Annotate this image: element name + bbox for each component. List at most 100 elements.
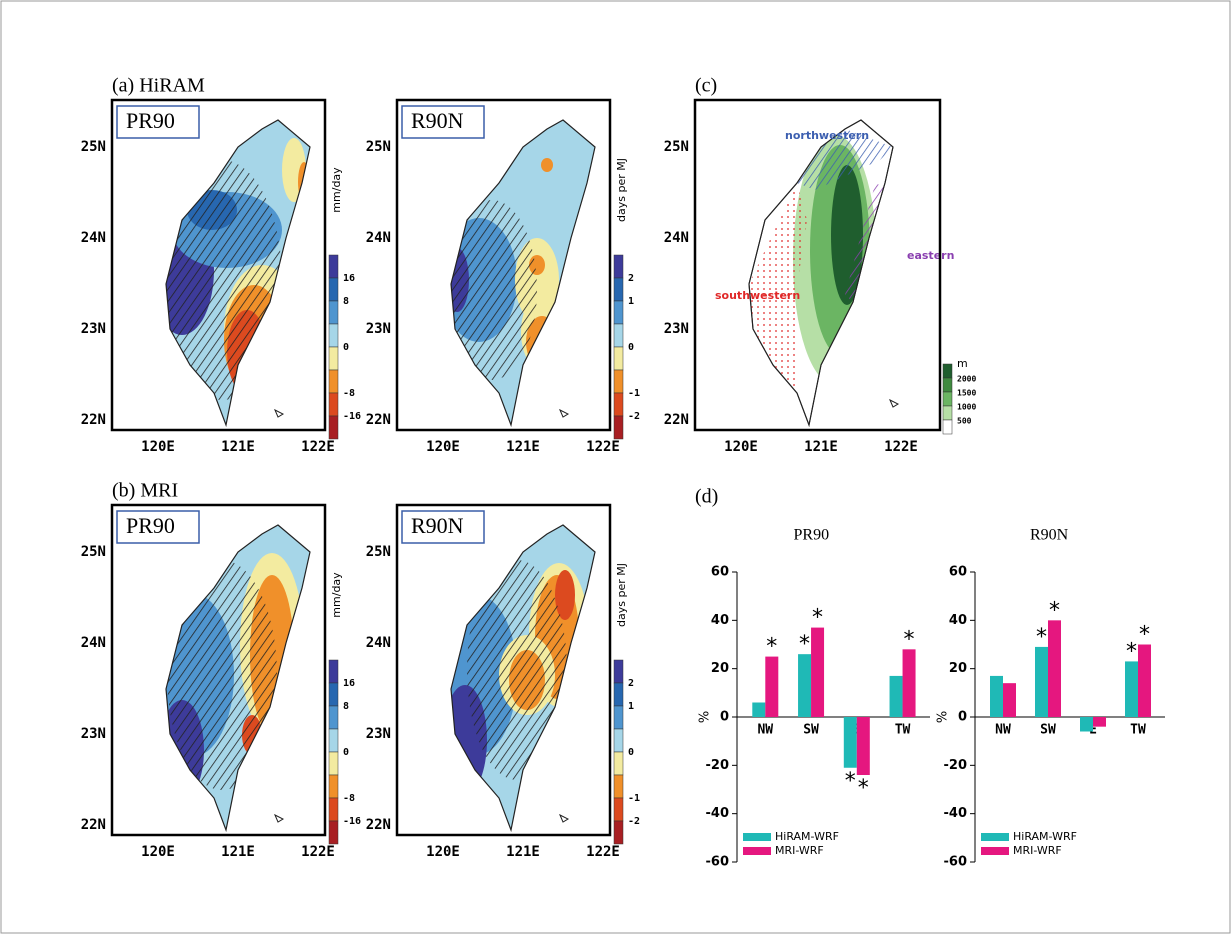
colorbar-tick: 2 bbox=[628, 678, 634, 689]
colorbar-segment bbox=[328, 300, 339, 325]
panel-label: (c) bbox=[695, 75, 717, 97]
map-field bbox=[451, 120, 595, 425]
colorbar-tick: 0 bbox=[628, 342, 634, 353]
colorbar-unit: mm/day bbox=[330, 572, 343, 618]
coastline bbox=[450, 524, 596, 833]
map-frame bbox=[395, 503, 612, 837]
y-tick-label: -60 bbox=[944, 855, 968, 870]
significance-marker: * bbox=[799, 632, 810, 657]
y-axis-label: % bbox=[698, 711, 713, 723]
lat-label: 23N bbox=[366, 726, 391, 742]
field-blob bbox=[555, 570, 575, 620]
colorbar-segment bbox=[613, 682, 624, 707]
bar bbox=[1080, 717, 1093, 732]
colorbar-segment bbox=[328, 728, 339, 753]
bar bbox=[990, 675, 1003, 717]
colorbar-segment bbox=[328, 659, 339, 684]
bar bbox=[843, 717, 857, 768]
title-box bbox=[401, 105, 485, 139]
colorbar-segment bbox=[613, 751, 624, 776]
colorbar-segment bbox=[328, 392, 339, 417]
map-panel: R90N 25N 24N 23N 22N 120E 121E 122E 2 1 0 -1 -2 days … bbox=[366, 503, 640, 860]
lon-label: 120E bbox=[426, 439, 460, 455]
islet bbox=[274, 813, 285, 823]
lat-label: 24N bbox=[81, 230, 106, 246]
significance-marker: * bbox=[812, 606, 823, 631]
lat-label: 22N bbox=[81, 817, 106, 833]
region-label: eastern bbox=[907, 249, 954, 262]
colorbar-segment bbox=[328, 682, 339, 707]
y-tick-label: 60 bbox=[949, 565, 967, 580]
x-tick-label: SW bbox=[803, 723, 819, 738]
bar bbox=[1003, 683, 1016, 717]
terrain-tick: 1000 bbox=[957, 403, 976, 412]
colorbar-tick: -16 bbox=[343, 411, 361, 422]
colorbar-tick: 16 bbox=[343, 273, 355, 284]
x-tick-label: NW bbox=[757, 723, 773, 738]
bar bbox=[1125, 661, 1138, 717]
legend-label: HiRAM-WRF bbox=[1013, 830, 1077, 843]
bar bbox=[1138, 644, 1151, 717]
terrain-panel: northwestern eastern southwestern 25N 24N 23N… bbox=[664, 98, 976, 455]
map-title: R90N bbox=[411, 513, 464, 538]
colorbar-segment bbox=[613, 300, 624, 325]
region-sw bbox=[749, 183, 807, 393]
terrain-tick: 500 bbox=[957, 417, 972, 426]
map-panel: R90N 25N 24N 23N 22N 120E 121E 122E 2 1 0 -1 -2 days … bbox=[366, 98, 640, 455]
y-tick-label: -40 bbox=[706, 806, 730, 821]
colorbar-tick: 2 bbox=[628, 273, 634, 284]
title-box bbox=[401, 510, 485, 544]
colorbar-tick: 8 bbox=[343, 296, 349, 307]
lon-label: 122E bbox=[586, 844, 620, 860]
y-axis-label: % bbox=[936, 711, 951, 723]
lat-label: 24N bbox=[664, 230, 689, 246]
y-tick-label: 40 bbox=[711, 613, 729, 628]
colorbar-segment bbox=[328, 254, 339, 279]
y-tick-label: -20 bbox=[944, 758, 968, 773]
colorbar-segment bbox=[328, 415, 339, 440]
colorbar-segment bbox=[613, 820, 624, 845]
coastline bbox=[450, 119, 596, 428]
significance-marker: * bbox=[845, 769, 856, 794]
colorbar-tick: -2 bbox=[628, 816, 640, 827]
y-tick-label: 60 bbox=[711, 565, 729, 580]
lat-label: 23N bbox=[81, 726, 106, 742]
colorbar-segment bbox=[328, 277, 339, 302]
map-field bbox=[166, 525, 310, 830]
significance-marker: * bbox=[1036, 625, 1047, 650]
lon-label: 121E bbox=[221, 439, 255, 455]
y-tick-label: 20 bbox=[949, 661, 967, 676]
colorbar-segment bbox=[613, 277, 624, 302]
colorbar-tick: 0 bbox=[343, 342, 349, 353]
colorbar-segment bbox=[613, 369, 624, 394]
bar bbox=[1048, 620, 1061, 717]
colorbar-segment bbox=[328, 323, 339, 348]
lat-label: 24N bbox=[366, 230, 391, 246]
lat-label: 25N bbox=[81, 544, 106, 560]
field-blob bbox=[298, 162, 310, 202]
terrain-scale bbox=[942, 377, 953, 393]
significance-marker: * bbox=[1139, 623, 1150, 648]
x-tick-label: NW bbox=[995, 723, 1011, 738]
x-tick-label: TW bbox=[895, 723, 911, 738]
islet bbox=[274, 408, 285, 418]
x-tick-label: SW bbox=[1040, 723, 1056, 738]
colorbar-tick: 8 bbox=[343, 701, 349, 712]
colorbar-segment bbox=[328, 346, 339, 371]
y-tick-label: 0 bbox=[958, 710, 967, 725]
colorbar-segment bbox=[613, 415, 624, 440]
terrain-scale bbox=[942, 405, 953, 421]
bar bbox=[889, 675, 903, 717]
colorbar-segment bbox=[328, 797, 339, 822]
map-frame bbox=[110, 98, 327, 432]
significance-hatch bbox=[467, 560, 567, 780]
y-tick-label: -60 bbox=[706, 855, 730, 870]
y-tick-label: 20 bbox=[711, 661, 729, 676]
significance-hatch bbox=[166, 160, 282, 400]
title-box bbox=[116, 105, 200, 139]
bar bbox=[856, 717, 870, 775]
bar bbox=[1093, 717, 1106, 727]
significance-hatch bbox=[451, 200, 537, 380]
bar bbox=[798, 654, 812, 717]
colorbar-tick: -1 bbox=[628, 388, 640, 399]
